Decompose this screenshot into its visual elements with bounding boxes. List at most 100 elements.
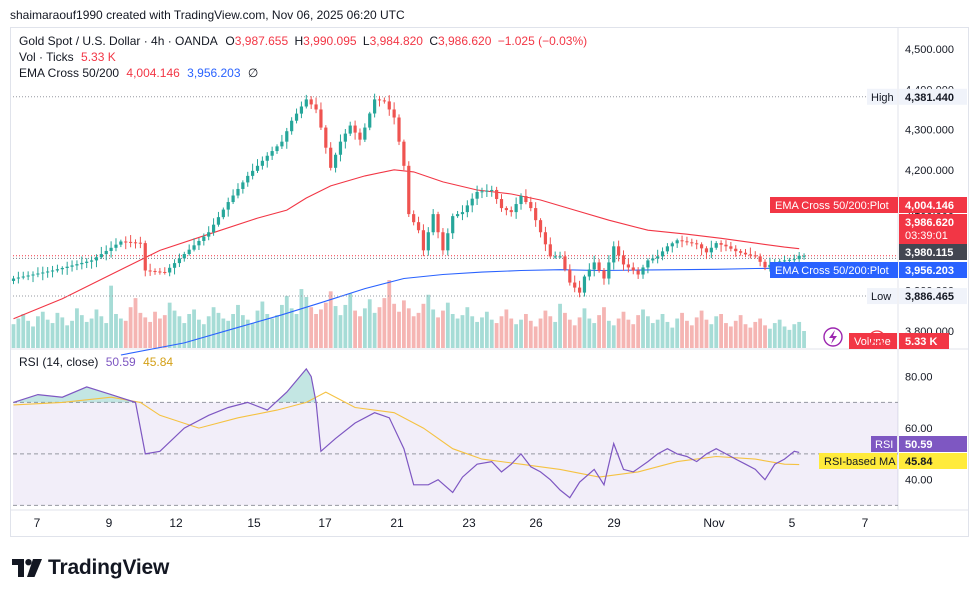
- candle-body: [641, 267, 645, 275]
- candle-body: [441, 232, 445, 251]
- volume-bar: [670, 327, 675, 348]
- candle-body: [782, 260, 787, 262]
- candle-body: [304, 99, 308, 107]
- high-price-label-bg: [899, 88, 967, 105]
- candle-body: [739, 251, 743, 253]
- volume-bar: [494, 323, 499, 348]
- candle-body: [534, 208, 538, 221]
- candle-body: [465, 205, 469, 213]
- chart-canvas[interactable]: 3,800.0003,900.0004,000.0004,100.0004,20…: [11, 28, 968, 536]
- chart-frame[interactable]: 3,800.0003,900.0004,000.0004,100.0004,20…: [10, 27, 969, 537]
- volume-bar: [646, 316, 650, 348]
- ema50-value: 4,004.146: [126, 66, 180, 80]
- volume-label[interactable]: Vol · Ticks: [19, 50, 74, 64]
- volume-bar: [582, 308, 587, 348]
- volume-bar: [406, 308, 411, 348]
- volume-bar: [524, 314, 528, 348]
- volume-bar: [787, 329, 792, 348]
- volume-bar: [328, 291, 333, 348]
- candle-body: [226, 202, 230, 210]
- volume-bar: [519, 319, 523, 348]
- candle-body: [192, 245, 196, 250]
- ema50-tag-bg: [770, 197, 898, 213]
- candle-body: [55, 269, 60, 271]
- time-tick-label: 26: [529, 516, 543, 530]
- volume-bar: [40, 311, 45, 348]
- volume-bar: [138, 312, 143, 348]
- candle-body: [753, 255, 757, 257]
- rsi-label[interactable]: RSI (14, close): [19, 355, 99, 369]
- candle-body: [26, 275, 30, 277]
- candle-body: [255, 165, 260, 171]
- candle-body: [319, 109, 323, 128]
- candle-body: [407, 165, 411, 215]
- volume-bar: [323, 302, 328, 348]
- volume-bar: [206, 316, 211, 348]
- candle-body: [236, 188, 240, 196]
- candle-body: [597, 262, 601, 271]
- candle-body: [460, 212, 465, 215]
- volume-value: 5.33 K: [81, 50, 116, 64]
- candle-body: [709, 247, 713, 253]
- candle-body: [104, 250, 108, 255]
- candle-body: [246, 175, 250, 183]
- candle-body: [548, 244, 552, 257]
- volume-bar: [567, 319, 572, 348]
- candle-body: [446, 233, 450, 251]
- volume-bar: [455, 318, 460, 348]
- candle-body: [368, 113, 372, 128]
- candle-body: [763, 261, 767, 268]
- candle-body: [787, 259, 792, 261]
- volume-bar: [133, 298, 138, 348]
- volume-bar: [201, 324, 206, 348]
- volume-bar: [280, 304, 284, 348]
- open-label: O: [225, 34, 235, 48]
- volume-bar: [533, 326, 538, 348]
- ema200-value: 3,956.203: [187, 66, 241, 80]
- candle-body: [99, 254, 103, 258]
- candle-body: [509, 210, 513, 213]
- symbol-title[interactable]: Gold Spot / U.S. Dollar · 4h · OANDA: [19, 34, 218, 48]
- candle-body: [802, 255, 806, 257]
- volume-bar: [240, 315, 245, 348]
- ema50-price-label-bg: [899, 197, 967, 213]
- candle-body: [470, 198, 474, 206]
- volume-bar: [577, 317, 582, 348]
- candle-body: [172, 263, 177, 268]
- volume-bar: [75, 308, 79, 348]
- price-tick-label: 4,300.000: [905, 125, 954, 137]
- tradingview-brand[interactable]: TradingView: [12, 556, 169, 580]
- volume-bar: [411, 316, 416, 348]
- volume-bar: [504, 309, 509, 348]
- events-icon-ring: [868, 330, 886, 348]
- low-value: 3,984.820: [369, 34, 423, 48]
- candle-body: [275, 146, 279, 152]
- candle-body: [451, 216, 455, 234]
- volume-bar: [289, 308, 294, 348]
- rsi-value-label: 50.59: [905, 439, 933, 451]
- volume-bar: [597, 315, 601, 348]
- ema-label[interactable]: EMA Cross 50/200: [19, 66, 120, 80]
- candle-body: [582, 276, 587, 293]
- rsi-ma-value-label-bg: [899, 453, 967, 469]
- volume-bar: [143, 317, 148, 348]
- volume-bar: [587, 318, 592, 348]
- candle-body: [129, 241, 133, 243]
- volume-bar: [772, 323, 777, 348]
- candle-body: [543, 232, 548, 245]
- ema-extra: ∅: [247, 66, 259, 80]
- volume-bar: [631, 324, 636, 348]
- candle-body: [675, 240, 679, 244]
- candle-body: [70, 265, 74, 267]
- high-price-label: 4,381.440: [905, 92, 954, 104]
- volume-bar: [79, 315, 84, 348]
- lightning-icon: [823, 327, 843, 347]
- candle-body: [133, 242, 138, 244]
- volume-bar: [319, 309, 323, 348]
- open-value: 3,987.655: [234, 34, 289, 48]
- volume-bar: [309, 307, 314, 348]
- time-tick-label: 21: [390, 516, 404, 530]
- candle-body: [60, 267, 64, 270]
- volume-bar: [372, 312, 377, 348]
- volume-bar: [70, 320, 74, 348]
